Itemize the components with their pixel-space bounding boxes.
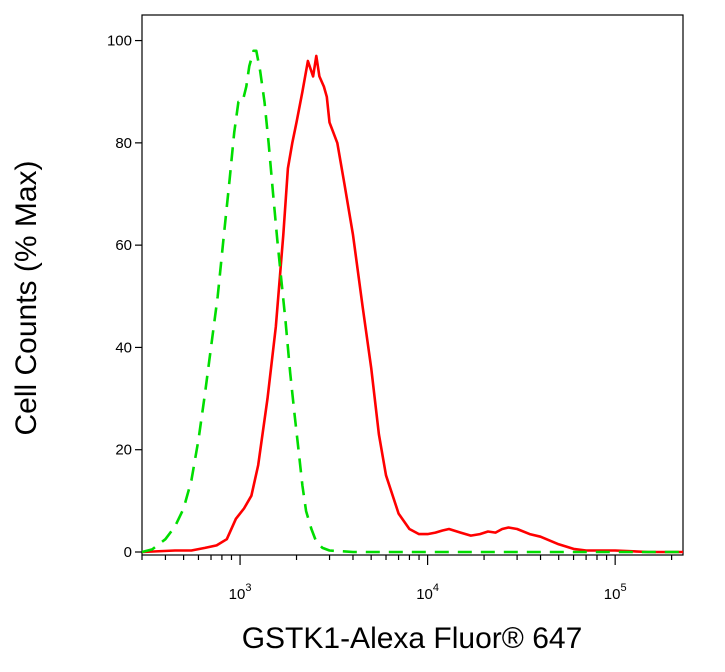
- x-tick-label-base: 10: [416, 586, 433, 603]
- y-tick-label: 100: [107, 33, 132, 50]
- y-tick-label: 80: [115, 135, 132, 152]
- series-line-2: [141, 49, 683, 554]
- x-tick-label-exp: 4: [433, 582, 439, 594]
- x-tick-label-exp: 3: [245, 582, 251, 594]
- x-axis-title-text: GSTK1-Alexa Fluor® 647: [242, 622, 583, 655]
- x-tick-label-exp: 5: [620, 582, 626, 594]
- y-tick-label: 40: [115, 339, 132, 356]
- y-tick-label: 60: [115, 237, 132, 254]
- x-axis-title: GSTK1-Alexa Fluor® 647: [242, 622, 583, 655]
- series-line-1: [141, 54, 683, 554]
- x-tick-label: 105: [604, 582, 627, 603]
- y-tick-label: 20: [115, 442, 132, 459]
- y-axis-title-text: Cell Counts (% Max): [10, 160, 43, 435]
- series-layer: [141, 49, 683, 554]
- x-tick-label-base: 10: [229, 586, 246, 603]
- x-tick-label-base: 10: [604, 586, 621, 603]
- plot-frame: [141, 14, 684, 556]
- x-tick-label: 104: [416, 582, 439, 603]
- x-tick-label: 103: [229, 582, 252, 603]
- y-axis-title: Cell Counts (% Max): [10, 160, 43, 435]
- y-tick-label: 0: [124, 544, 132, 561]
